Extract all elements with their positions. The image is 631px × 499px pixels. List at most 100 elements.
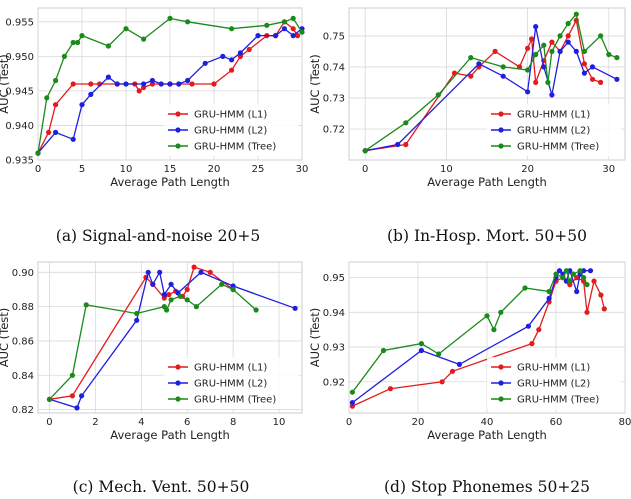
y-tick-label: 0.95 xyxy=(323,273,345,284)
x-tick-label: 20 xyxy=(412,417,425,428)
data-point xyxy=(574,288,580,295)
y-tick-label: 0.945 xyxy=(5,86,34,97)
data-point xyxy=(549,92,555,98)
data-point xyxy=(525,323,532,329)
data-point xyxy=(136,88,142,94)
data-point xyxy=(567,278,573,284)
data-point xyxy=(491,327,497,333)
data-point xyxy=(44,95,50,101)
data-point xyxy=(185,77,191,84)
data-point xyxy=(145,269,151,275)
x-tick-label: 0 xyxy=(346,417,352,428)
data-point xyxy=(545,79,551,85)
data-point xyxy=(563,268,570,274)
data-point xyxy=(70,81,76,87)
data-point xyxy=(70,136,76,142)
data-point xyxy=(557,33,563,39)
data-point xyxy=(614,55,620,61)
y-tick-label: 0.75 xyxy=(323,31,345,42)
data-point xyxy=(134,317,140,323)
legend-swatch-marker xyxy=(498,364,504,370)
data-point xyxy=(290,33,296,39)
chart-panel-3: 0 20 40 60 80 0.92 0.93 0.94 0.95 Average Path Le… xyxy=(308,261,631,496)
x-tick-label: 10 xyxy=(440,164,453,175)
x-tick-label: 25 xyxy=(252,164,265,175)
data-point xyxy=(403,141,409,148)
subfigure-caption: (d) Stop Phonemes 50+25 xyxy=(384,478,590,496)
data-point xyxy=(573,11,579,17)
data-point xyxy=(403,120,409,126)
data-point xyxy=(581,48,588,55)
data-point xyxy=(380,347,387,354)
data-point xyxy=(83,302,89,308)
series-2 xyxy=(349,268,590,395)
legend-entry: GRU-HMM (Tree) xyxy=(517,142,599,153)
legend-entry: GRU-HMM (Tree) xyxy=(194,142,276,153)
data-point xyxy=(281,19,287,25)
x-axis-label: Average Path Length xyxy=(110,175,229,189)
data-point xyxy=(166,292,172,298)
data-point xyxy=(468,55,474,61)
data-point xyxy=(606,51,612,58)
y-tick-label: 0.74 xyxy=(323,62,345,73)
data-point xyxy=(484,313,490,319)
data-point xyxy=(581,70,588,76)
series-2 xyxy=(35,15,305,156)
data-point xyxy=(500,73,506,79)
data-point xyxy=(79,33,85,39)
data-point xyxy=(292,305,298,311)
subfigure-caption: (c) Mech. Vent. 50+50 xyxy=(73,478,250,496)
data-point xyxy=(193,304,199,310)
data-point xyxy=(565,20,571,27)
y-tick-label: 0.88 xyxy=(12,302,34,313)
y-axis-label: AUC (Test) xyxy=(0,54,11,114)
data-point xyxy=(273,33,279,39)
data-point xyxy=(584,309,590,315)
x-tick-label: 10 xyxy=(120,164,133,175)
data-point xyxy=(533,51,539,58)
y-tick-label: 0.82 xyxy=(12,405,34,416)
data-point xyxy=(587,268,594,274)
data-point xyxy=(211,81,217,87)
x-axis-label: Average Path Length xyxy=(427,175,546,189)
data-point xyxy=(191,264,197,270)
data-point xyxy=(161,292,167,298)
data-point xyxy=(589,64,596,70)
data-point xyxy=(546,295,552,301)
x-tick-label: 30 xyxy=(296,164,309,175)
legend-swatch-marker xyxy=(498,396,504,402)
x-axis-label: Average Path Length xyxy=(110,428,229,442)
subfigure-caption: (b) In-Hosp. Mort. 50+50 xyxy=(387,227,587,245)
data-point xyxy=(74,405,80,411)
data-point xyxy=(207,269,213,275)
series-1 xyxy=(349,268,594,406)
data-point xyxy=(525,45,531,51)
data-point xyxy=(387,386,393,392)
data-point xyxy=(123,26,129,32)
data-point xyxy=(105,43,111,49)
x-tick-label: 20 xyxy=(521,164,534,175)
data-point xyxy=(549,39,555,45)
legend-swatch-marker xyxy=(175,380,181,386)
legend-entry: GRU-HMM (L2) xyxy=(517,379,590,390)
y-tick-label: 0.92 xyxy=(323,377,345,388)
data-point xyxy=(53,77,59,84)
data-point xyxy=(189,81,195,87)
data-point xyxy=(53,102,59,108)
subfigure-caption: (a) Signal-and-noise 20+5 xyxy=(56,227,260,245)
data-point xyxy=(295,33,301,39)
data-point xyxy=(541,64,547,70)
data-point xyxy=(299,29,305,35)
data-point xyxy=(565,33,571,39)
data-point xyxy=(436,351,442,357)
x-tick-label: 60 xyxy=(550,417,563,428)
y-tick-label: 0.86 xyxy=(12,336,34,347)
data-point xyxy=(168,297,174,303)
data-point xyxy=(229,26,235,32)
x-tick-label: 0 xyxy=(46,417,52,428)
x-tick-label: 30 xyxy=(602,164,615,175)
legend-swatch-marker xyxy=(175,127,181,133)
legend-entry: GRU-HMM (L2) xyxy=(194,126,267,137)
data-point xyxy=(435,92,441,98)
